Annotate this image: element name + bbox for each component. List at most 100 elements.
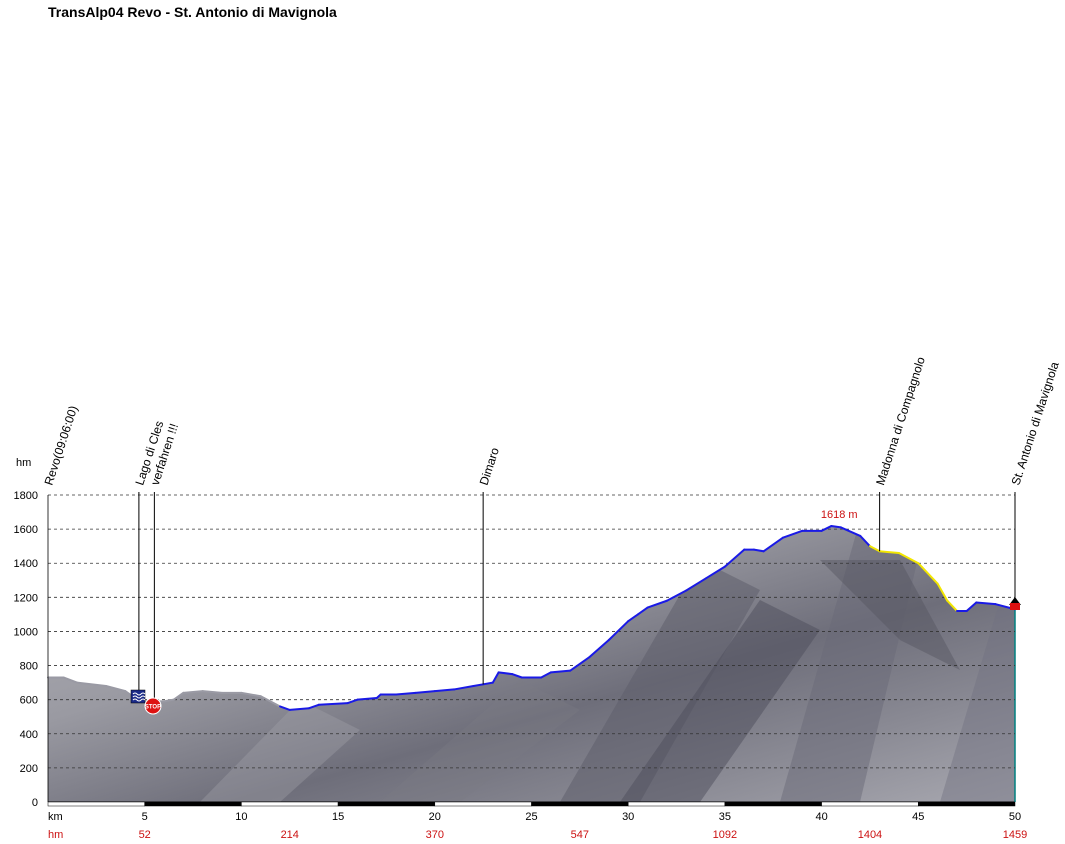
x-tick-label: 10: [235, 811, 247, 823]
profile-segment-grey: [240, 691, 262, 698]
profile-segment: [627, 613, 639, 623]
profile-segment: [946, 599, 958, 612]
x-scale-bar: [144, 801, 242, 807]
y-tick-label: 1200: [14, 592, 38, 604]
profile-segment: [965, 601, 978, 612]
stop-sign-text: STOP: [145, 705, 161, 711]
terrain-shade-band: [780, 526, 920, 802]
profile-segment: [433, 688, 456, 693]
finish-flag-icon: [1009, 597, 1021, 610]
x-scale-bar: [918, 801, 1016, 807]
profile-segment: [588, 638, 610, 659]
x-tick-label: 50: [1009, 811, 1021, 823]
y-axis: hm 0 200 400 600 800 1000 1200 1400 1600 1800: [14, 457, 49, 809]
profile-segment: [288, 707, 311, 711]
profile-segment: [762, 536, 784, 553]
profile-segment: [752, 548, 765, 553]
profile-segment: [685, 577, 707, 592]
grid-lines: [48, 494, 1015, 769]
y-tick-label: 1400: [14, 558, 38, 570]
x-tick-label: 15: [332, 811, 344, 823]
profile-segment: [308, 703, 320, 710]
waypoint-label: St. Antonio di Mavignola: [1009, 360, 1062, 487]
profile-segment: [936, 582, 949, 602]
profile-segment: [607, 620, 630, 641]
y-tick-label: 400: [20, 729, 38, 741]
profile-segment: [569, 656, 591, 672]
waypoint-label: Revo(09:06:00): [42, 404, 81, 487]
profile-segment: [917, 562, 939, 585]
terrain-shade-band: [380, 680, 580, 802]
ascent-label: 214: [281, 829, 299, 841]
profile-line: [47, 525, 1016, 711]
terrain-shade-band: [560, 560, 760, 802]
x-scale-bar: [531, 801, 629, 807]
profile-segment: [414, 690, 436, 694]
profile-segment: [453, 685, 475, 691]
ascent-label: 1459: [1003, 829, 1027, 841]
water-icon: [130, 689, 146, 704]
x-scale-bar: [821, 801, 919, 807]
profile-segment-grey: [182, 690, 204, 694]
x-tick-label: 40: [815, 811, 827, 823]
profile-segment: [482, 681, 494, 686]
terrain-shading: [200, 526, 1015, 802]
profile-segment: [472, 683, 485, 688]
terrain-shade-band: [940, 600, 1015, 802]
profile-segment: [859, 534, 871, 548]
profile-segment: [395, 691, 417, 696]
y-tick-label: 600: [20, 695, 38, 707]
x-tick-label: 45: [912, 811, 924, 823]
x-scale-bar: [434, 801, 532, 807]
y-tick-label: 1600: [14, 524, 38, 536]
ascent-label: 370: [426, 829, 444, 841]
profile-segment: [839, 526, 862, 537]
ascent-label: 547: [571, 829, 589, 841]
profile-segment-grey: [201, 690, 224, 694]
x-scale-bar: [627, 801, 726, 807]
profile-segment: [781, 529, 804, 539]
profile-segment: [704, 565, 726, 580]
profile-segment: [975, 601, 997, 606]
max-elevation-label: 1618 m: [821, 509, 858, 521]
x-axis: km hm 5 10 15 20 25 30 35 40 45 50 52 214 370 547 1092…: [47, 801, 1027, 841]
x-tick-label: 25: [525, 811, 537, 823]
profile-segment-grey: [259, 695, 282, 708]
ascent-row-label: hm: [48, 829, 63, 841]
profile-segment-grey: [76, 681, 108, 688]
profile-segment: [549, 669, 572, 674]
terrain-shade-band: [820, 560, 960, 670]
waypoint-label: Dimaro: [477, 446, 502, 487]
y-tick-label: 0: [32, 797, 38, 809]
y-tick-label: 200: [20, 763, 38, 775]
x-scale-bar: [241, 801, 339, 807]
profile-segment: [279, 705, 291, 711]
ascent-label: 52: [139, 829, 151, 841]
profile-segment: [491, 671, 500, 684]
profile-segment: [646, 599, 668, 609]
profile-segment: [540, 671, 552, 679]
profile-segment: [346, 698, 359, 705]
profile-segment: [820, 525, 833, 532]
x-scale-bar: [47, 801, 145, 807]
ascent-label: 1404: [858, 829, 882, 841]
profile-segment: [723, 548, 746, 568]
profile-segment: [636, 606, 649, 616]
terrain-area: [48, 526, 1016, 803]
y-tick-label: 1800: [14, 490, 38, 502]
profile-segment: [878, 550, 900, 554]
y-tick-label: 1000: [14, 626, 38, 638]
profile-segment: [830, 525, 842, 529]
stop-sign-icon: STOP: [144, 697, 162, 715]
profile-segment: [356, 696, 378, 701]
x-scale-bar: [724, 801, 822, 807]
x-tick-label: 30: [622, 811, 634, 823]
profile-segment: [897, 551, 920, 565]
ascent-label: 1092: [713, 829, 737, 841]
waypoint-label: Madonna di Compagnolo: [873, 355, 928, 487]
profile-segment-grey: [105, 685, 127, 693]
y-axis-label: hm: [16, 457, 31, 469]
profile-segment: [511, 673, 523, 679]
profile-segment-grey: [62, 676, 79, 684]
profile-segment: [497, 671, 514, 676]
